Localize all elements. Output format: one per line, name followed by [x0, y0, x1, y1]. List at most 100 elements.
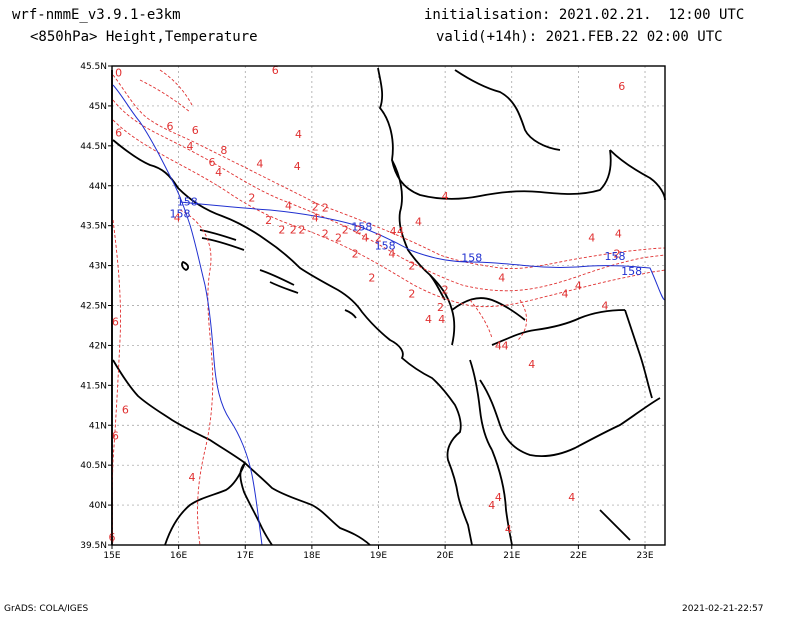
- lon-tick-label: 19E: [370, 551, 387, 561]
- temperature-contour-label: 2: [322, 228, 329, 241]
- coastlines: [111, 67, 666, 546]
- initialisation-time: initialisation: 2021.02.21. 12:00 UTC: [424, 7, 745, 23]
- height-contour-label: 158: [351, 220, 372, 233]
- temperature-contour-label: 4: [602, 299, 609, 312]
- temperature-contour-label: 4: [390, 225, 397, 238]
- greece-border: [479, 379, 661, 458]
- temperature-contour-label: 6: [618, 80, 625, 93]
- temperature-contour-label: 6: [122, 403, 129, 416]
- temperature-contour-label: 4: [295, 128, 302, 141]
- romania-border: [609, 149, 666, 201]
- temperature-contour-label: 4: [397, 225, 404, 238]
- lat-tick-label: 45.5N: [80, 62, 107, 72]
- temperature-contour-label: 2: [375, 232, 382, 245]
- temperature-contour-label: 4: [188, 471, 195, 484]
- lon-tick-label: 21E: [503, 551, 520, 561]
- hungary-border: [454, 69, 561, 151]
- greece-east: [599, 509, 631, 541]
- temperature-contour-label: 4: [495, 491, 502, 504]
- bulgaria-border: [624, 309, 653, 399]
- temperature-contour-label: 2: [614, 248, 621, 261]
- temperature-contour-label: 4: [588, 232, 595, 245]
- bay-kotor: [344, 309, 357, 319]
- temperature-contour-label: 2: [298, 224, 305, 237]
- lon-tick-label: 18E: [303, 551, 320, 561]
- temperature-contour-label: 4: [488, 499, 495, 512]
- height-contour-label: 158: [461, 252, 482, 265]
- lat-tick-label: 40.5N: [80, 461, 107, 471]
- temperature-contour-label: 2: [290, 224, 297, 237]
- lon-tick-label: 17E: [237, 551, 254, 561]
- lat-tick-label: 44.5N: [80, 142, 107, 152]
- height-contour-label: 158: [621, 265, 642, 278]
- temperature-contour-label: 4: [562, 288, 569, 301]
- latitude-ticks: 45.5N 45N 44.5N 44N 43.5N 43N 42.5N 42N 41.5N 41N…: [80, 62, 112, 551]
- lon-tick-label: 23E: [636, 551, 653, 561]
- kosovo-border: [451, 297, 526, 321]
- temperature-contour-label: 2: [248, 192, 255, 205]
- height-contour-label: 158: [605, 250, 626, 263]
- temperature-contour-label: 4: [575, 280, 582, 293]
- temperature-contour-label: 2: [342, 224, 349, 237]
- temperature-contour-label: 4: [186, 140, 193, 153]
- temperature-contour-label: 4: [568, 491, 575, 504]
- lat-tick-label: 40N: [89, 501, 107, 511]
- temperature-contour-label: 2: [442, 284, 449, 297]
- lon-tick-label: 16E: [170, 551, 187, 561]
- temperature-contour-label: 4: [388, 248, 395, 261]
- lat-tick-label: 44N: [89, 182, 107, 192]
- temperature-contour-label: 4: [425, 313, 432, 326]
- temperature-contour-label: 4: [174, 212, 181, 225]
- height-contour-label: 158: [177, 196, 198, 209]
- level-description: <850hPa> Height,Temperature: [30, 29, 258, 45]
- lat-tick-label: 42N: [89, 341, 107, 351]
- islands-1: [201, 237, 245, 251]
- macedonia-border: [491, 309, 626, 346]
- model-title: wrf-nmmE_v3.9.1-e3km: [12, 7, 181, 23]
- temperature-contour-label: 4: [442, 190, 449, 203]
- temperature-contour-label: 6: [112, 430, 119, 443]
- height-contour-label: 158: [375, 240, 396, 253]
- italy-gargano-coast: [112, 359, 246, 464]
- grads-credit: GrADS: COLA/IGES: [4, 604, 89, 614]
- temperature-contour-label: 4: [256, 157, 263, 170]
- temperature-contour-label: 0: [115, 66, 122, 79]
- bosnia-serbia-border: [391, 159, 446, 301]
- temperature-contour-label: 2: [408, 260, 415, 273]
- temperature-contour-label: 4: [615, 228, 622, 241]
- temperature-contour-label: 2: [278, 224, 285, 237]
- lat-tick-label: 41N: [89, 421, 107, 431]
- island-small: [181, 260, 190, 272]
- greece-west: [491, 449, 513, 546]
- temperature-contour-label: 4: [528, 358, 535, 371]
- render-timestamp: 2021-02-21-22:57: [682, 604, 764, 614]
- temperature-contour-label: 2: [368, 272, 375, 285]
- temperature-contour-label: 4: [312, 212, 319, 225]
- lon-tick-label: 22E: [570, 551, 587, 561]
- temperature-contour-label: 2: [355, 224, 362, 237]
- temperature-contour-label: 6: [272, 64, 279, 77]
- temperature-contour-label: 2: [408, 288, 415, 301]
- lat-tick-label: 45N: [89, 102, 107, 112]
- temperature-contour-label: 6: [208, 156, 215, 169]
- valid-time: valid(+14h): 2021.FEB.22 02:00 UTC: [436, 29, 723, 45]
- temperature-contour-label: 2: [322, 201, 329, 214]
- temperature-contour-label: 4: [495, 339, 502, 352]
- temperature-contour-label: 4: [415, 216, 422, 229]
- lat-tick-label: 43N: [89, 262, 107, 272]
- temperature-contour-label: 6: [192, 124, 199, 137]
- temperature-contour-label: 4: [285, 200, 292, 213]
- temperature-contour-label: 4: [438, 313, 445, 326]
- temperature-contour-label: 4: [505, 523, 512, 536]
- height-contours: [112, 84, 666, 546]
- temperature-contour-label: 2: [335, 232, 342, 245]
- temperature-contour-label: 2: [265, 214, 272, 227]
- lat-tick-label: 43.5N: [80, 222, 107, 232]
- croatia-border: [377, 67, 612, 200]
- lat-tick-label: 39.5N: [80, 541, 107, 551]
- longitude-ticks: 15E 16E 17E 18E 19E 20E 21E 22E 23E: [103, 545, 654, 561]
- height-contour-label: 158: [169, 208, 190, 221]
- heel-coast: [239, 462, 273, 546]
